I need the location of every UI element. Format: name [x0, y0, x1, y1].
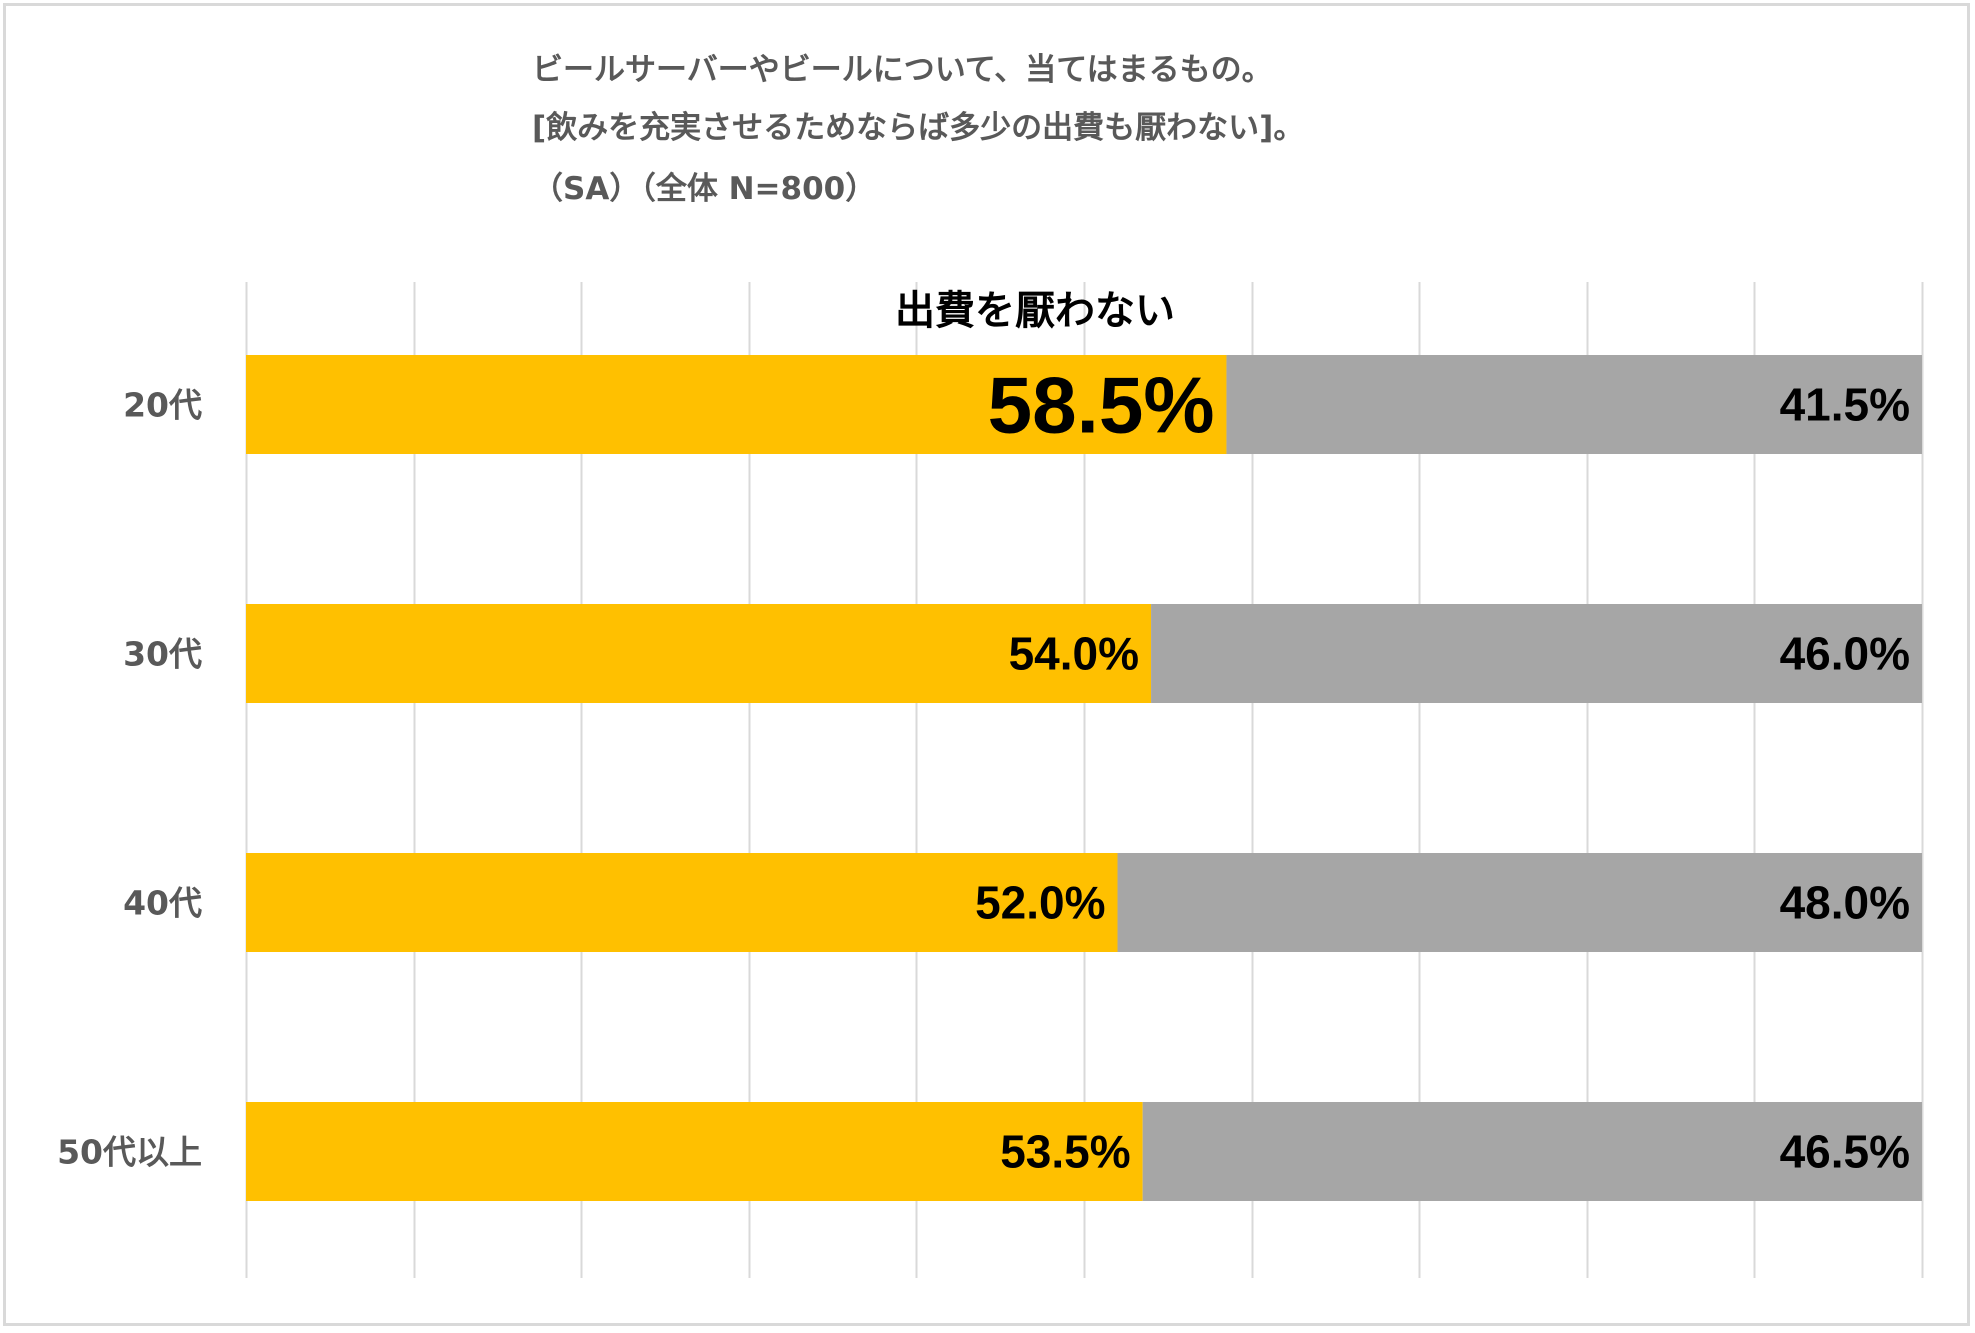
bar-segment-remainder	[1226, 355, 1922, 454]
bar-segment-primary	[246, 1102, 1143, 1201]
title-line-1: ビールサーバーやビールについて、当てはまるもの。	[532, 52, 1273, 88]
data-label: 48.0%	[1780, 877, 1910, 929]
bar-segment-primary	[246, 853, 1118, 952]
category-label: 30代	[123, 635, 202, 674]
series-label: 出費を厭わない	[895, 288, 1175, 334]
category-label: 50代以上	[57, 1133, 202, 1172]
chart-title: ビールサーバーやビールについて、当てはまるもの。 [飲みを充実させるためならば多…	[532, 52, 1304, 207]
value-labels: 58.5% 41.5% 54.0% 46.0% 52.0% 48.0% 53.5% 46.5%	[975, 361, 1910, 1178]
data-label: 54.0%	[1009, 628, 1139, 680]
title-line-2: [飲みを充実させるためならば多少の出費も厭わない]。	[532, 110, 1304, 146]
category-labels: 20代 30代 40代 50代以上	[57, 386, 202, 1172]
bar-segment-primary	[246, 355, 1227, 454]
chart-frame	[3, 3, 1970, 1326]
bar-segment-primary	[246, 604, 1152, 703]
bars	[246, 355, 1922, 1201]
bar-segment-remainder	[1151, 604, 1922, 703]
data-label: 46.5%	[1780, 1126, 1910, 1178]
title-line-3: （SA）（全体 N=800）	[532, 171, 876, 207]
data-label: 58.5%	[988, 361, 1215, 450]
bar-segment-remainder	[1117, 853, 1922, 952]
category-label: 40代	[123, 884, 202, 923]
data-label: 46.0%	[1780, 628, 1910, 680]
category-label: 20代	[123, 386, 202, 425]
data-label: 52.0%	[975, 877, 1105, 929]
bar-segment-remainder	[1142, 1102, 1922, 1201]
data-label: 41.5%	[1780, 379, 1910, 431]
data-label: 53.5%	[1000, 1126, 1130, 1178]
